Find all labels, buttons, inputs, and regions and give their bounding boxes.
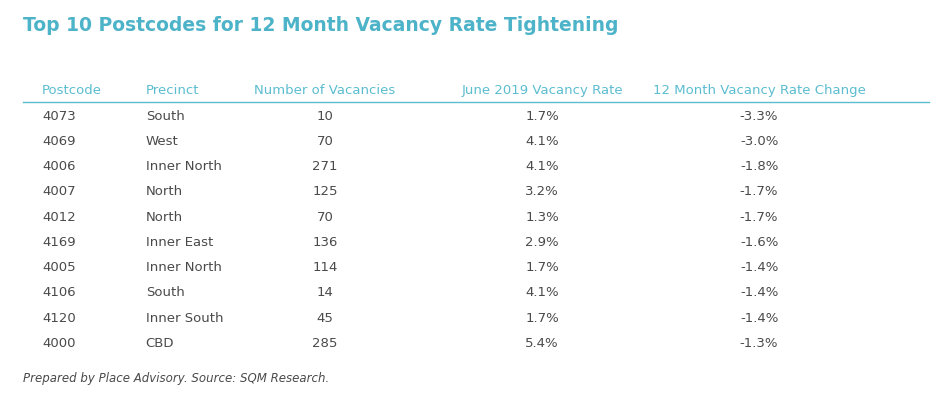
Text: 4069: 4069 bbox=[42, 135, 75, 148]
Text: 4007: 4007 bbox=[42, 185, 75, 198]
Text: 10: 10 bbox=[317, 110, 333, 123]
Text: 4.1%: 4.1% bbox=[526, 160, 559, 173]
Text: -1.7%: -1.7% bbox=[740, 185, 779, 198]
Text: 125: 125 bbox=[312, 185, 338, 198]
Text: -1.7%: -1.7% bbox=[740, 211, 779, 224]
Text: 285: 285 bbox=[312, 337, 338, 350]
Text: 136: 136 bbox=[312, 236, 338, 249]
Text: West: West bbox=[146, 135, 178, 148]
Text: South: South bbox=[146, 287, 185, 299]
Text: 4106: 4106 bbox=[42, 287, 75, 299]
Text: Precinct: Precinct bbox=[146, 85, 199, 97]
Text: 3.2%: 3.2% bbox=[526, 185, 559, 198]
Text: Inner South: Inner South bbox=[146, 312, 223, 325]
Text: North: North bbox=[146, 185, 183, 198]
Text: Prepared by Place Advisory. Source: SQM Research.: Prepared by Place Advisory. Source: SQM … bbox=[23, 372, 329, 385]
Text: 45: 45 bbox=[317, 312, 333, 325]
Text: -1.4%: -1.4% bbox=[740, 312, 779, 325]
Text: June 2019 Vacancy Rate: June 2019 Vacancy Rate bbox=[462, 85, 623, 97]
Text: -3.0%: -3.0% bbox=[740, 135, 779, 148]
Text: 5.4%: 5.4% bbox=[526, 337, 559, 350]
Text: 4073: 4073 bbox=[42, 110, 75, 123]
Text: 114: 114 bbox=[312, 261, 338, 274]
Text: 4120: 4120 bbox=[42, 312, 75, 325]
Text: 1.7%: 1.7% bbox=[526, 110, 559, 123]
Text: South: South bbox=[146, 110, 185, 123]
Text: Postcode: Postcode bbox=[42, 85, 102, 97]
Text: 4169: 4169 bbox=[42, 236, 75, 249]
Text: -1.8%: -1.8% bbox=[740, 160, 779, 173]
Text: 2.9%: 2.9% bbox=[526, 236, 559, 249]
Text: 4000: 4000 bbox=[42, 337, 75, 350]
Text: -3.3%: -3.3% bbox=[740, 110, 779, 123]
Text: 1.3%: 1.3% bbox=[526, 211, 559, 224]
Text: 1.7%: 1.7% bbox=[526, 261, 559, 274]
Text: 4006: 4006 bbox=[42, 160, 75, 173]
Text: CBD: CBD bbox=[146, 337, 174, 350]
Text: 271: 271 bbox=[312, 160, 338, 173]
Text: Number of Vacancies: Number of Vacancies bbox=[254, 85, 396, 97]
Text: 4005: 4005 bbox=[42, 261, 75, 274]
Text: 14: 14 bbox=[317, 287, 333, 299]
Text: Inner East: Inner East bbox=[146, 236, 213, 249]
Text: 4.1%: 4.1% bbox=[526, 135, 559, 148]
Text: 4012: 4012 bbox=[42, 211, 75, 224]
Text: 70: 70 bbox=[317, 135, 333, 148]
Text: 70: 70 bbox=[317, 211, 333, 224]
Text: -1.4%: -1.4% bbox=[740, 287, 779, 299]
Text: Top 10 Postcodes for 12 Month Vacancy Rate Tightening: Top 10 Postcodes for 12 Month Vacancy Ra… bbox=[23, 16, 619, 35]
Text: -1.4%: -1.4% bbox=[740, 261, 779, 274]
Text: -1.3%: -1.3% bbox=[740, 337, 779, 350]
Text: -1.6%: -1.6% bbox=[740, 236, 779, 249]
Text: North: North bbox=[146, 211, 183, 224]
Text: Inner North: Inner North bbox=[146, 261, 222, 274]
Text: Inner North: Inner North bbox=[146, 160, 222, 173]
Text: 4.1%: 4.1% bbox=[526, 287, 559, 299]
Text: 1.7%: 1.7% bbox=[526, 312, 559, 325]
Text: 12 Month Vacancy Rate Change: 12 Month Vacancy Rate Change bbox=[653, 85, 865, 97]
